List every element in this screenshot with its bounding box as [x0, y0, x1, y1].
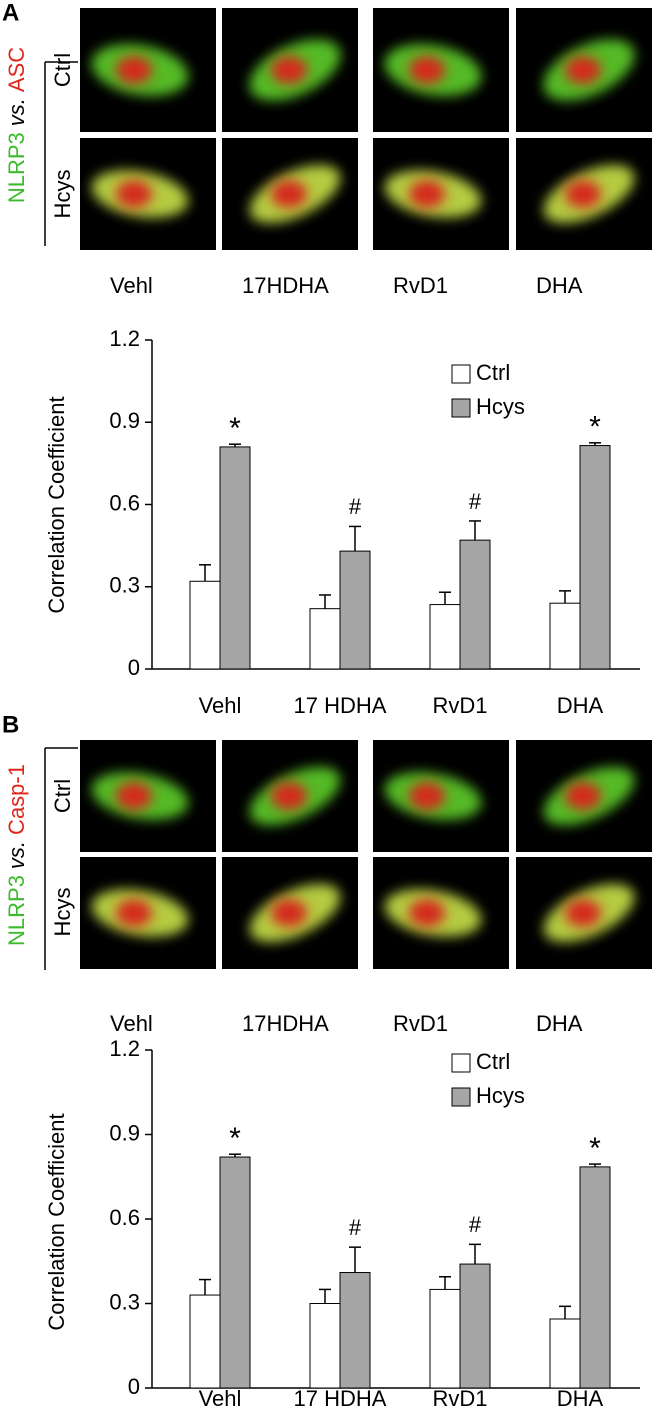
- panel-label: B: [2, 711, 19, 738]
- x-tick-label: Vehl: [199, 1386, 242, 1411]
- bar: [309, 1303, 341, 1389]
- cell-nucleus: [565, 180, 601, 208]
- y-tick-label: 0.9: [109, 1120, 140, 1145]
- x-tick-label: 17 HDHA: [294, 1386, 387, 1411]
- cell-nucleus: [271, 899, 307, 927]
- legend-label: Hcys: [476, 394, 525, 419]
- bar: [189, 580, 221, 670]
- bar: [339, 550, 371, 670]
- image-label: DHA: [536, 1011, 583, 1036]
- bar: [549, 1318, 581, 1389]
- bar: [339, 1272, 371, 1389]
- cell-nucleus: [565, 782, 601, 810]
- stain-red: ASC: [4, 47, 29, 92]
- row-label: Hcys: [50, 170, 75, 219]
- image-label: RvD1: [393, 1011, 448, 1036]
- y-tick-label: 0.3: [109, 1289, 140, 1314]
- image-label: DHA: [536, 273, 583, 298]
- y-axis-label: Correlation Coefficient: [44, 1113, 69, 1330]
- significance-mark: #: [349, 1215, 362, 1240]
- bar: [459, 1263, 491, 1389]
- significance-mark: #: [469, 489, 482, 514]
- stain-red: Casp-1: [4, 764, 29, 835]
- legend-swatch: [451, 1087, 471, 1107]
- stain-green: NLRP3: [4, 132, 29, 203]
- row-label: Ctrl: [50, 53, 75, 87]
- cell-nucleus: [409, 56, 445, 84]
- significance-mark: *: [589, 1132, 601, 1165]
- significance-mark: *: [229, 412, 241, 445]
- x-tick-label: RvD1: [432, 693, 487, 718]
- image-label: 17HDHA: [242, 273, 329, 298]
- y-tick-label: 1.2: [109, 326, 140, 351]
- image-label: Vehl: [110, 1011, 153, 1036]
- cell-nucleus: [116, 180, 152, 208]
- y-tick-label: 0.9: [109, 408, 140, 433]
- x-tick-label: RvD1: [432, 1386, 487, 1411]
- image-label: Vehl: [110, 273, 153, 298]
- legend-swatch: [451, 1053, 471, 1073]
- cell-nucleus: [409, 782, 445, 810]
- bar: [189, 1294, 221, 1389]
- cell-nucleus: [116, 56, 152, 84]
- panel-label: A: [2, 0, 19, 26]
- cell-nucleus: [409, 899, 445, 927]
- significance-mark: *: [589, 411, 601, 444]
- row-label: Ctrl: [50, 779, 75, 813]
- cell-nucleus: [565, 56, 601, 84]
- legend-label: Hcys: [476, 1083, 525, 1108]
- y-tick-label: 0: [128, 655, 140, 680]
- x-tick-label: DHA: [557, 693, 604, 718]
- cell-nucleus: [271, 180, 307, 208]
- bar: [579, 1166, 611, 1389]
- cell-nucleus: [271, 782, 307, 810]
- legend-swatch: [451, 364, 471, 384]
- y-axis-label: Correlation Coefficient: [44, 396, 69, 613]
- bar: [309, 608, 341, 670]
- bar: [429, 1288, 461, 1389]
- y-tick-label: 0: [128, 1374, 140, 1399]
- x-tick-label: DHA: [557, 1386, 604, 1411]
- bar: [549, 602, 581, 670]
- stain-green: NLRP3: [4, 875, 29, 946]
- stain-label: NLRP3 vs. ASC: [4, 47, 29, 203]
- bar: [579, 445, 611, 670]
- bar: [219, 1156, 251, 1389]
- cell-nucleus: [116, 899, 152, 927]
- y-tick-label: 1.2: [109, 1036, 140, 1061]
- x-tick-label: Vehl: [199, 693, 242, 718]
- x-tick-label: 17 HDHA: [294, 693, 387, 718]
- stain-label: NLRP3 vs. Casp-1: [4, 764, 29, 946]
- bar: [429, 604, 461, 670]
- y-tick-label: 0.6: [109, 490, 140, 515]
- cell-nucleus: [116, 782, 152, 810]
- row-label: Hcys: [50, 888, 75, 937]
- image-label: RvD1: [393, 273, 448, 298]
- y-tick-label: 0.6: [109, 1205, 140, 1230]
- bar: [219, 446, 251, 670]
- y-tick-label: 0.3: [109, 573, 140, 598]
- cell-nucleus: [271, 56, 307, 84]
- image-label: 17HDHA: [242, 1011, 329, 1036]
- cell-nucleus: [565, 899, 601, 927]
- stain-vs: vs.: [4, 841, 29, 869]
- significance-mark: #: [469, 1212, 482, 1237]
- significance-mark: #: [349, 494, 362, 519]
- legend-label: Ctrl: [476, 1049, 510, 1074]
- legend-swatch: [451, 398, 471, 418]
- stain-vs: vs.: [4, 98, 29, 126]
- legend-label: Ctrl: [476, 360, 510, 385]
- bar: [459, 539, 491, 670]
- significance-mark: *: [229, 1122, 241, 1155]
- cell-nucleus: [409, 180, 445, 208]
